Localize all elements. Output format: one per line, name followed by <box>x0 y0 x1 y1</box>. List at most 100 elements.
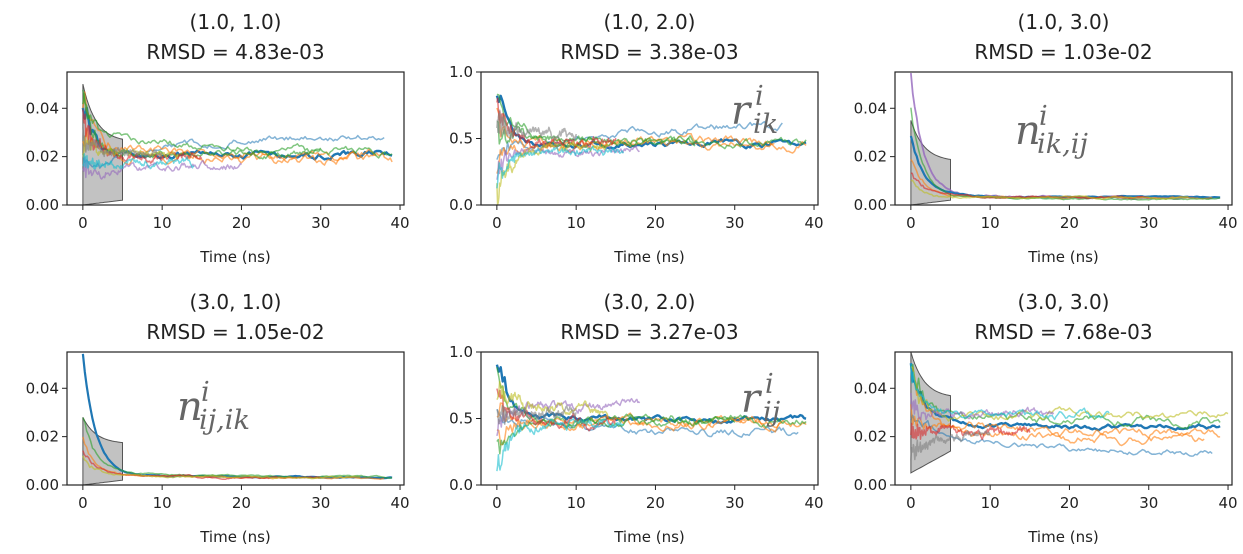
x-tick-label: 10 <box>981 214 1000 232</box>
series-line-6 <box>910 179 1189 200</box>
subplot-title: (3.0, 3.0) <box>1018 290 1110 314</box>
series-line-6 <box>496 415 736 455</box>
annotation-subscript: ij <box>763 397 781 428</box>
subplot-rmsd: RMSD = 4.83e-03 <box>146 40 324 64</box>
subplot-title: (1.0, 2.0) <box>604 10 696 34</box>
y-tick-label: 0.02 <box>26 428 59 446</box>
x-tick-label: 0 <box>906 494 916 512</box>
y-tick-label: 0.02 <box>854 428 887 446</box>
x-tick-label: 30 <box>1139 214 1158 232</box>
x-tick-label: 40 <box>804 494 823 512</box>
x-tick-label: 30 <box>311 214 330 232</box>
y-tick-label: 0.04 <box>854 99 887 117</box>
subplot-title: (1.0, 1.0) <box>190 10 282 34</box>
annotation-subscript: ik <box>753 109 778 140</box>
subplot-title: (3.0, 1.0) <box>190 290 282 314</box>
annotation-symbol: n <box>177 384 203 430</box>
x-axis-label: Time (ns) <box>613 528 685 546</box>
y-tick-label: 0.02 <box>854 148 887 166</box>
y-tick-label: 0.02 <box>26 148 59 166</box>
annotation-symbol: r <box>731 88 753 134</box>
x-tick-label: 10 <box>981 494 1000 512</box>
series-line-8 <box>496 97 617 149</box>
annotation-superscript: i <box>755 81 764 112</box>
y-tick-label: 0.5 <box>449 130 473 148</box>
uncertainty-band <box>910 120 951 205</box>
series-line-8 <box>910 422 1031 441</box>
series-line-7 <box>82 156 243 180</box>
x-tick-label: 10 <box>153 494 172 512</box>
y-tick-label: 0.00 <box>854 476 887 494</box>
subplot-title: (3.0, 2.0) <box>604 290 696 314</box>
plot-area <box>909 352 1229 474</box>
x-tick-label: 10 <box>153 214 172 232</box>
annotation-subscript: ij,ik <box>199 405 250 436</box>
x-tick-label: 40 <box>804 214 823 232</box>
annotation-symbol: n <box>1015 108 1041 154</box>
x-tick-label: 20 <box>646 494 665 512</box>
y-tick-label: 0.04 <box>26 379 59 397</box>
x-axis-label: Time (ns) <box>199 528 271 546</box>
x-tick-label: 30 <box>725 214 744 232</box>
subplot-title: (1.0, 3.0) <box>1018 10 1110 34</box>
x-axis-label: Time (ns) <box>199 248 271 266</box>
subplot-1: 0 10 20 30 40 0.00 0.02 0.04 Time (ns) (1.0, 1.0)… <box>26 10 410 266</box>
plot-area <box>81 353 393 485</box>
annotation-subscript: ik,ij <box>1037 129 1089 160</box>
annotation-superscript: i <box>765 369 774 400</box>
subplot-rmsd: RMSD = 3.38e-03 <box>560 40 738 64</box>
x-tick-label: 30 <box>1139 494 1158 512</box>
y-tick-label: 0.04 <box>26 99 59 117</box>
y-tick-label: 1.0 <box>449 63 473 81</box>
series-line-1 <box>909 363 1221 432</box>
x-axis-label: Time (ns) <box>1027 528 1099 546</box>
subplot-rmsd: RMSD = 1.03e-02 <box>974 40 1152 64</box>
axes-frame <box>894 71 1233 206</box>
annotation-superscript: i <box>1039 101 1048 132</box>
series-line-5 <box>82 455 361 480</box>
series-line-3 <box>82 417 393 479</box>
subplot-2: 0 10 20 30 40 0.0 0.5 1.0 Time (ns) (1.0, 2.0) RMS… <box>449 10 823 266</box>
annotation-symbol: r <box>741 376 763 422</box>
series-line-11 <box>496 405 577 425</box>
series-line-9 <box>496 380 609 417</box>
subplot-4: 0 10 20 30 40 0.00 0.02 0.04 Time (ns) (3.0, 1.0)… <box>26 290 410 546</box>
series-line-2 <box>496 408 799 438</box>
x-tick-label: 0 <box>906 214 916 232</box>
plot-area <box>81 83 393 205</box>
x-tick-label: 0 <box>78 214 88 232</box>
x-axis-label: Time (ns) <box>613 248 685 266</box>
axes-frame <box>66 71 405 206</box>
x-tick-label: 20 <box>232 214 251 232</box>
series-line-10 <box>496 145 625 189</box>
series-line-10 <box>82 153 195 170</box>
x-tick-label: 40 <box>1218 214 1237 232</box>
subplot-5: 0 10 20 30 40 0.0 0.5 1.0 Time (ns) (3.0, 2.0) RMS… <box>449 290 823 546</box>
x-tick-label: 40 <box>390 494 409 512</box>
y-tick-label: 0.0 <box>449 196 473 214</box>
series-line-3 <box>910 365 1221 439</box>
subplot-6: 0 10 20 30 40 0.00 0.02 0.04 Time (ns) (3.0, 3.0)… <box>854 290 1238 546</box>
series-line-11 <box>82 126 163 159</box>
annotation-superscript: i <box>201 377 210 408</box>
plot-area <box>495 93 807 205</box>
x-tick-label: 20 <box>646 214 665 232</box>
x-tick-label: 40 <box>1218 494 1237 512</box>
x-tick-label: 10 <box>567 494 586 512</box>
x-tick-label: 30 <box>311 494 330 512</box>
series-line-6 <box>496 120 696 148</box>
series-line-11 <box>496 109 577 141</box>
x-tick-label: 0 <box>78 494 88 512</box>
y-tick-label: 0.0 <box>449 476 473 494</box>
subplot-rmsd: RMSD = 7.68e-03 <box>974 320 1152 344</box>
series-line-8 <box>82 109 203 164</box>
subplot-rmsd: RMSD = 1.05e-02 <box>146 320 324 344</box>
x-tick-label: 20 <box>1060 214 1079 232</box>
x-axis-label: Time (ns) <box>1027 248 1099 266</box>
y-tick-label: 0.5 <box>449 410 473 428</box>
y-tick-label: 0.00 <box>26 196 59 214</box>
series-line-2 <box>82 134 385 169</box>
x-tick-label: 20 <box>1060 494 1079 512</box>
axes-frame <box>66 351 405 486</box>
